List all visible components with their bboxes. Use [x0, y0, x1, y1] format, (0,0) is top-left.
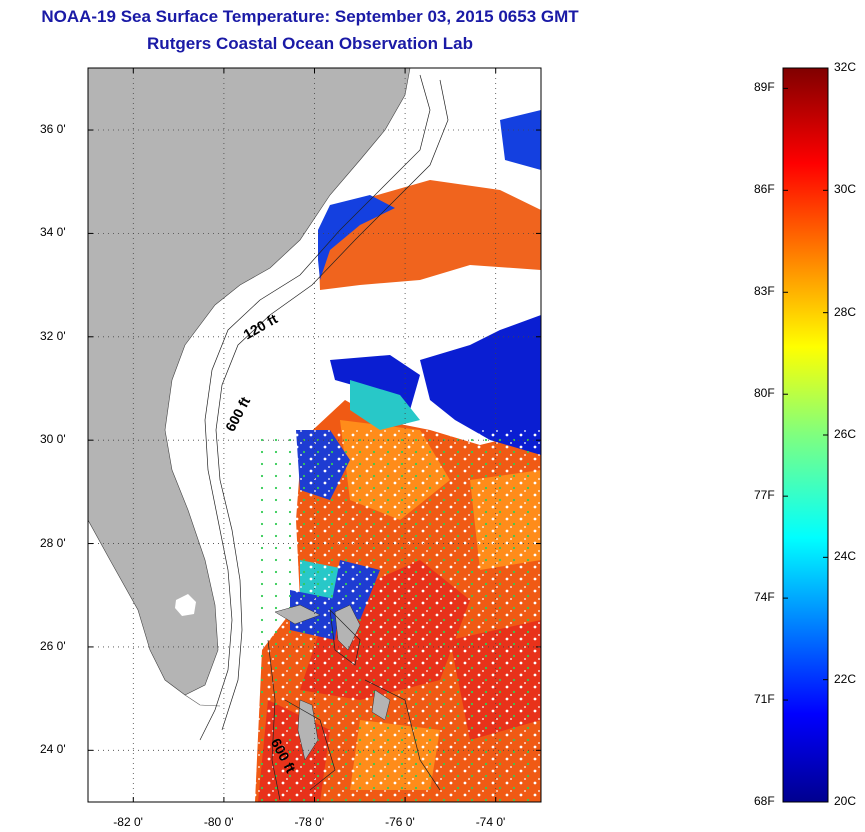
lat-tick-label: 34 0' [40, 225, 66, 240]
lat-tick-label: 28 0' [40, 535, 66, 550]
bathymetry-contours [199, 74, 449, 801]
colorbar [782, 67, 829, 803]
sst-cool-offshore [330, 315, 541, 455]
lon-tick-label: -76 0' [385, 815, 415, 829]
lat-tick-label: 24 0' [40, 742, 66, 757]
lon-tick-label: -82 0' [113, 815, 143, 829]
lat-tick-label: 36 0' [40, 122, 66, 137]
colorbar-celsius-label: 20C [834, 794, 857, 808]
lat-tick-label: 30 0' [40, 432, 66, 447]
land-key-outline [184, 694, 221, 707]
colorbar-fahrenheit-label: 83F [754, 284, 775, 299]
colorbar-celsius-label: 30C [834, 182, 857, 197]
lake-icon [175, 594, 196, 616]
grid-lines [88, 68, 541, 802]
colorbar-fahrenheit-label: 68F [754, 794, 775, 808]
lon-tick-label: -80 0' [203, 815, 234, 829]
land-mass [87, 67, 411, 696]
map-title: NOAA-19 Sea Surface Temperature: Septemb… [41, 7, 579, 26]
colorbar-fahrenheit-label: 74F [754, 590, 775, 605]
colorbar-celsius-label: 24C [834, 549, 857, 564]
colorbar-celsius-label: 22C [834, 671, 857, 686]
colorbar-fahrenheit-label: 86F [754, 182, 775, 197]
lon-tick-label: -74 0' [475, 815, 506, 829]
colorbar-fahrenheit-label: 71F [754, 692, 775, 707]
colorbar-celsius-label: 28C [834, 304, 857, 319]
sst-cool-north [318, 110, 541, 280]
map-subtitle: Rutgers Coastal Ocean Observation Lab [147, 34, 473, 53]
lat-tick-label: 26 0' [40, 638, 66, 653]
lon-tick-label: -78 0' [294, 815, 325, 829]
lat-tick-label: 32 0' [40, 328, 66, 343]
colorbar-ticks [783, 67, 828, 803]
colorbar-celsius-label: 26C [834, 427, 857, 441]
colorbar-fahrenheit-label: 77F [754, 488, 775, 503]
colorbar-fahrenheit-label: 89F [754, 80, 775, 95]
bahamas-islands [274, 604, 391, 761]
axis-ticks [88, 68, 541, 802]
colorbar-celsius-label: 32C [834, 60, 857, 74]
colorbar-fahrenheit-label: 80F [754, 386, 775, 401]
